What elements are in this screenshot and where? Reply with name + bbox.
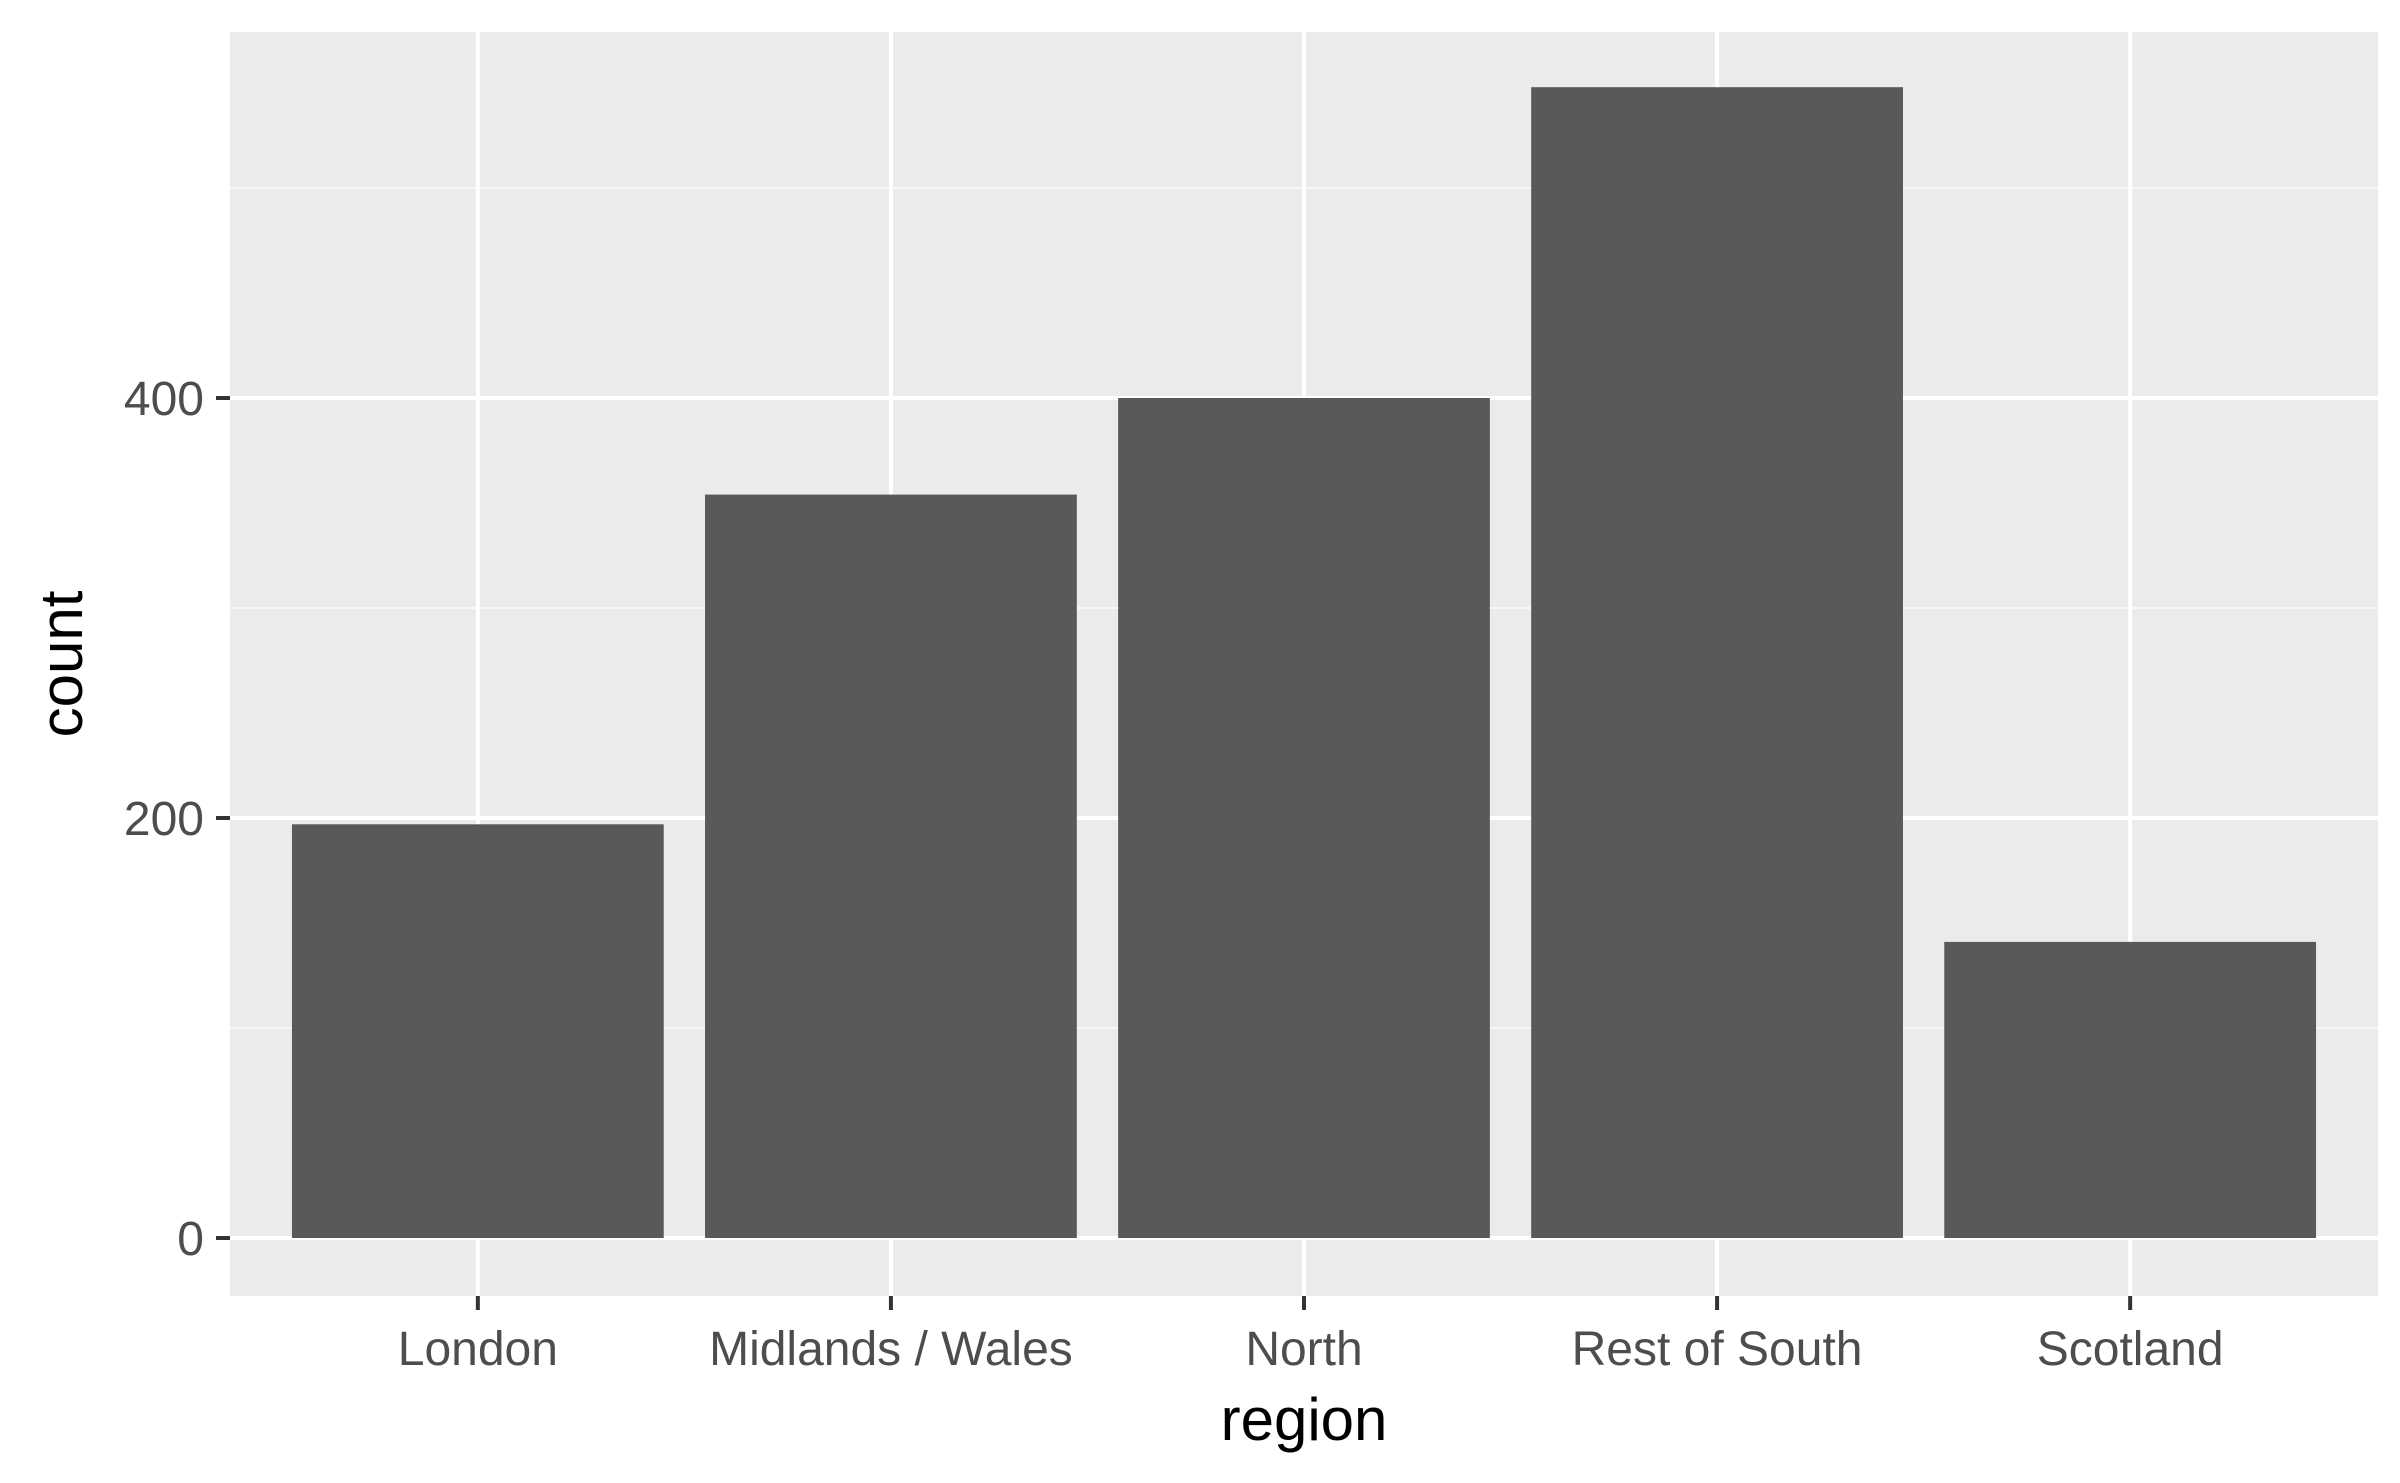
x-tick-label: Rest of South <box>1572 1323 1863 1376</box>
bar-north <box>1118 398 1490 1238</box>
x-axis: London Midlands / Wales North Rest of South… <box>398 1296 2224 1376</box>
bar-midlands-wales <box>705 494 1077 1239</box>
y-tick-label: 0 <box>177 1213 204 1266</box>
x-tick-label: North <box>1245 1323 1362 1376</box>
bar-rest-of-south <box>1531 87 1903 1239</box>
x-tick-label: Midlands / Wales <box>709 1323 1073 1376</box>
bar-scotland <box>1944 941 2317 1238</box>
x-tick-label: London <box>398 1323 558 1376</box>
y-axis: 0 200 400 <box>124 373 230 1266</box>
x-tick-label: Scotland <box>2037 1323 2224 1376</box>
bar-london <box>291 824 664 1238</box>
y-axis-title: count <box>28 590 95 737</box>
x-axis-title: region <box>1221 1386 1388 1453</box>
y-tick-label: 200 <box>124 793 204 846</box>
y-tick-label: 400 <box>124 373 204 426</box>
bars <box>291 87 2317 1239</box>
